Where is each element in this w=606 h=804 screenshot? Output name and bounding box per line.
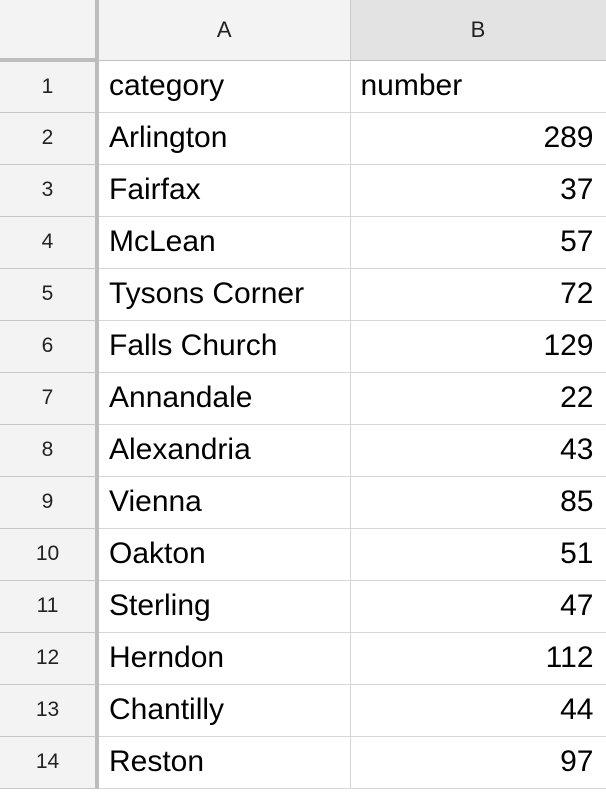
row-header[interactable]: 2 [0,112,99,165]
cell-b[interactable]: 112 [350,632,606,685]
table-row: 7 Annandale 22 [0,372,606,425]
table-row: 4 McLean 57 [0,216,606,269]
cell-a[interactable]: Fairfax [97,164,351,217]
table-row: 12 Herndon 112 [0,632,606,685]
cell-b[interactable]: 97 [350,736,606,789]
grid-body: 1 category number 2 Arlington 289 3 Fairfax 37 4 M… [0,60,606,789]
cell-b[interactable]: 22 [350,372,606,425]
cell-a[interactable]: Sterling [97,580,351,633]
row-header[interactable]: 7 [0,372,99,425]
cell-a[interactable]: Alexandria [97,424,351,477]
cell-a[interactable]: category [97,60,351,113]
cell-a[interactable]: Arlington [97,112,351,165]
column-header-row: A B [0,0,606,62]
column-header-a[interactable]: A [97,0,351,61]
cell-b[interactable]: 44 [350,684,606,737]
cell-b[interactable]: 51 [350,528,606,581]
row-header[interactable]: 1 [0,60,99,113]
cell-a[interactable]: Falls Church [97,320,351,373]
table-row: 13 Chantilly 44 [0,684,606,737]
cell-b[interactable]: 43 [350,424,606,477]
column-header-b[interactable]: B [350,0,606,61]
table-row: 14 Reston 97 [0,736,606,789]
cell-b[interactable]: number [350,60,606,113]
row-header[interactable]: 12 [0,632,99,685]
cell-a[interactable]: Tysons Corner [97,268,351,321]
row-header[interactable]: 11 [0,580,99,633]
table-row: 8 Alexandria 43 [0,424,606,477]
table-row: 1 category number [0,60,606,113]
table-row: 9 Vienna 85 [0,476,606,529]
select-all-corner[interactable] [0,0,99,62]
cell-b[interactable]: 37 [350,164,606,217]
row-header[interactable]: 13 [0,684,99,737]
cell-a[interactable]: Herndon [97,632,351,685]
row-header[interactable]: 8 [0,424,99,477]
row-header[interactable]: 6 [0,320,99,373]
table-row: 3 Fairfax 37 [0,164,606,217]
cell-a[interactable]: Oakton [97,528,351,581]
cell-a[interactable]: Vienna [97,476,351,529]
row-header[interactable]: 9 [0,476,99,529]
cell-a[interactable]: Reston [97,736,351,789]
cell-a[interactable]: Chantilly [97,684,351,737]
table-row: 11 Sterling 47 [0,580,606,633]
table-row: 10 Oakton 51 [0,528,606,581]
row-header[interactable]: 3 [0,164,99,217]
cell-b[interactable]: 129 [350,320,606,373]
row-header[interactable]: 10 [0,528,99,581]
table-row: 5 Tysons Corner 72 [0,268,606,321]
cell-a[interactable]: Annandale [97,372,351,425]
cell-b[interactable]: 57 [350,216,606,269]
row-header[interactable]: 14 [0,736,99,789]
cell-b[interactable]: 289 [350,112,606,165]
cell-a[interactable]: McLean [97,216,351,269]
row-header[interactable]: 5 [0,268,99,321]
cell-b[interactable]: 47 [350,580,606,633]
table-row: 6 Falls Church 129 [0,320,606,373]
table-row: 2 Arlington 289 [0,112,606,165]
cell-b[interactable]: 85 [350,476,606,529]
cell-b[interactable]: 72 [350,268,606,321]
row-header[interactable]: 4 [0,216,99,269]
